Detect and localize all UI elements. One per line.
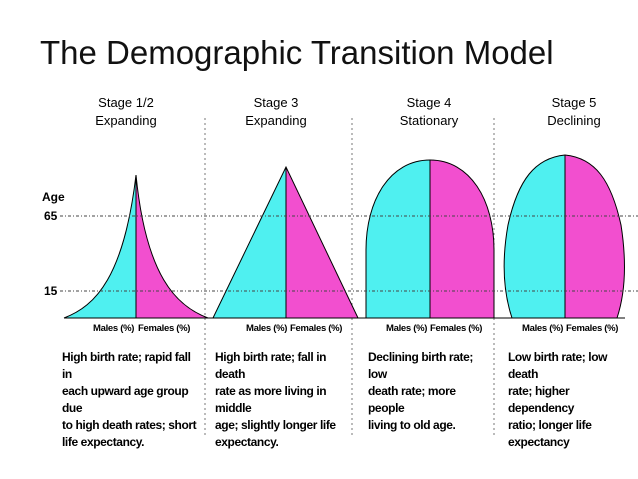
- stage-4-type: Stationary: [399, 113, 459, 128]
- stage-5-females-area: [565, 155, 625, 318]
- stage-1-number: Stage 1/2: [98, 95, 154, 110]
- stage-3-description: High birth rate; fall in death rate as m…: [215, 350, 336, 449]
- stage-3-header: Stage 3 Expanding: [216, 94, 336, 130]
- stage-5-header: Stage 5 Declining: [514, 94, 634, 130]
- stage-1-males-area: [64, 175, 136, 318]
- stage-4-males-area: [366, 160, 430, 318]
- stage-5-number: Stage 5: [551, 95, 597, 110]
- stage-1-females-label: Females (%): [138, 323, 191, 334]
- age-65-label: 65: [44, 209, 58, 223]
- stage-5-males-area: [504, 155, 565, 318]
- stage-1-females-area: [136, 175, 208, 318]
- stage-3-males-label: Males (%): [246, 323, 288, 334]
- stage-4-number: Stage 4: [406, 95, 452, 110]
- stage-3-females-label: Females (%): [290, 323, 343, 334]
- stage-5-females-label: Females (%): [566, 323, 619, 334]
- stage-5-type: Declining: [547, 113, 601, 128]
- stage-3-number: Stage 3: [253, 95, 299, 110]
- stage-4-males-label: Males (%): [386, 323, 428, 334]
- stage-1-header: Stage 1/2 Expanding: [66, 94, 186, 130]
- stage-4-description: Declining birth rate; low death rate; mo…: [368, 350, 473, 432]
- stage-4-header: Stage 4 Stationary: [369, 94, 489, 130]
- stage-1-type: Expanding: [95, 113, 157, 128]
- stage-4-females-area: [430, 160, 494, 318]
- stage-1-description: High birth rate; rapid fall in each upwa…: [62, 350, 197, 449]
- stage-1-males-label: Males (%): [93, 323, 135, 334]
- age-15-label: 15: [44, 284, 58, 298]
- stage-5-males-label: Males (%): [522, 323, 564, 334]
- stage-5-description: Low birth rate; low death rate; higher d…: [508, 350, 608, 449]
- stage-3-type: Expanding: [245, 113, 307, 128]
- age-axis-label: Age: [42, 190, 65, 204]
- stage-4-females-label: Females (%): [430, 323, 483, 334]
- page-title: The Demographic Transition Model: [40, 34, 554, 71]
